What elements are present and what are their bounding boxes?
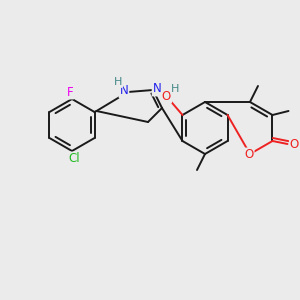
Text: O: O bbox=[162, 89, 171, 103]
Text: O: O bbox=[244, 148, 253, 161]
Text: F: F bbox=[67, 85, 73, 98]
Text: N: N bbox=[120, 85, 128, 98]
Text: O: O bbox=[290, 137, 299, 151]
Text: H: H bbox=[171, 84, 180, 94]
Text: N: N bbox=[153, 82, 161, 95]
Text: H: H bbox=[114, 77, 122, 87]
Text: Cl: Cl bbox=[68, 152, 80, 166]
